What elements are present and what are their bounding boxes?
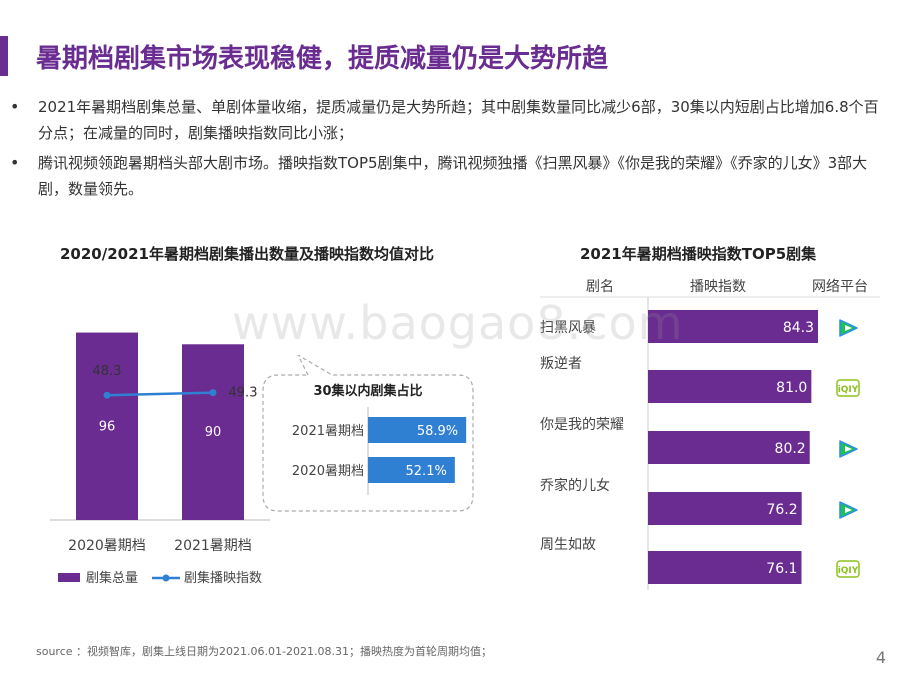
- top5-bar-label: 76.1: [766, 561, 797, 577]
- iqiyi-icon: iQIY: [836, 560, 860, 578]
- top5-bar-label: 76.2: [766, 502, 797, 518]
- bullet-text: 2021年暑期档剧集总量、单剧体量收缩，提质减量仍是大势所趋；其中剧集数量同比减…: [38, 98, 879, 142]
- index-line: [106, 391, 214, 397]
- column-header-name: 剧名: [586, 279, 614, 295]
- top5-show-name: 周生如故: [540, 537, 596, 553]
- x-tick-label: 2021暑期档: [174, 538, 252, 554]
- inset-chart: 30集以内剧集占比 58.9% 2021暑期档 52.1% 2020暑期档: [262, 355, 474, 512]
- combo-chart: 96 90 48.3 49.3 2020暑期档 2021暑期档 剧集总量 剧集播映指数: [50, 332, 270, 586]
- bar-total-shows: [182, 344, 244, 520]
- source-note: source ：视频智库，剧集上线日期为2021.06.01-2021.08.3…: [36, 645, 492, 658]
- bar-total-shows: [76, 332, 138, 520]
- inset-category-label: 2020暑期档: [292, 464, 364, 479]
- page-title: 暑期档剧集市场表现稳健，提质减量仍是大势所趋: [36, 44, 609, 74]
- right-chart-title: 2021年暑期档播映指数TOP5剧集: [580, 245, 817, 263]
- legend-swatch-point: [162, 574, 170, 582]
- bar-value-label: 90: [205, 425, 222, 440]
- iqiyi-icon-label: iQIY: [838, 385, 859, 395]
- legend-swatch-bar: [58, 573, 80, 582]
- left-chart-title: 2020/2021年暑期档剧集播出数量及播映指数均值对比: [60, 245, 434, 263]
- iqiyi-icon-label: iQIY: [838, 566, 859, 576]
- top5-bar: [648, 370, 812, 403]
- title-accent-bar: [0, 36, 8, 76]
- index-point: [209, 389, 217, 397]
- inset-bar: [368, 417, 467, 443]
- inset-category-label: 2021暑期档: [292, 424, 364, 439]
- page-number: 4: [875, 648, 886, 667]
- x-tick-label: 2020暑期档: [68, 538, 146, 554]
- bullet-dot: •: [10, 97, 20, 116]
- top5-bar: [648, 431, 810, 464]
- top5-bar: [648, 492, 802, 525]
- tencent-video-icon: [839, 440, 858, 458]
- column-header-platform: 网络平台: [812, 279, 868, 295]
- bullet-dot: •: [10, 153, 20, 172]
- legend-label: 剧集总量: [86, 570, 138, 586]
- top5-show-name: 叛逆者: [540, 356, 582, 372]
- bar-value-label: 96: [99, 419, 116, 434]
- index-value-label: 49.3: [229, 386, 258, 401]
- top5-bar-label: 81.0: [776, 380, 807, 396]
- index-value-label: 48.3: [93, 364, 122, 379]
- inset-bar-label: 58.9%: [417, 424, 458, 439]
- bullet-item: • 腾讯视频领跑暑期档头部大剧市场。播映指数TOP5剧集中，腾讯视频独播《扫黑风暴…: [10, 150, 880, 202]
- watermark: www.baogao8.com: [232, 296, 684, 350]
- top5-bar-label: 80.2: [775, 441, 806, 457]
- bullet-item: • 2021年暑期档剧集总量、单剧体量收缩，提质减量仍是大势所趋；其中剧集数量同比…: [10, 94, 880, 146]
- bullet-list: • 2021年暑期档剧集总量、单剧体量收缩，提质减量仍是大势所趋；其中剧集数量同比…: [10, 94, 880, 206]
- iqiyi-icon: iQIY: [836, 379, 860, 397]
- top5-show-name: 你是我的荣耀: [540, 417, 624, 433]
- inset-bar: [368, 457, 455, 483]
- legend-label: 剧集播映指数: [184, 570, 262, 586]
- bullet-text: 腾讯视频领跑暑期档头部大剧市场。播映指数TOP5剧集中，腾讯视频独播《扫黑风暴》…: [38, 154, 868, 198]
- top5-show-name: 乔家的儿女: [540, 477, 610, 494]
- tencent-video-icon: [839, 501, 858, 519]
- tencent-video-icon: [839, 319, 858, 337]
- column-header-index: 播映指数: [690, 279, 746, 295]
- top5-bar: [648, 551, 802, 584]
- index-point: [103, 391, 111, 399]
- inset-title: 30集以内剧集占比: [313, 383, 422, 399]
- top5-bar-label: 84.3: [783, 320, 814, 336]
- inset-bar-label: 52.1%: [406, 464, 447, 479]
